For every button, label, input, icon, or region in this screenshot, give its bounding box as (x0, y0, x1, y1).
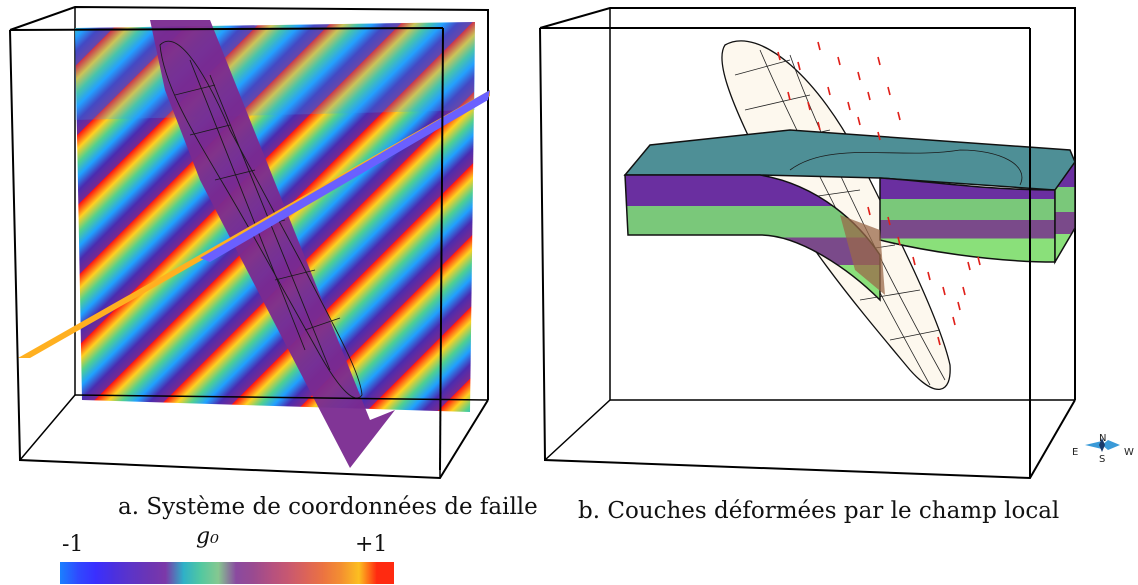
colorbar-swatch (288, 562, 307, 584)
compass-south: S (1099, 454, 1105, 465)
compass-north: N (1099, 433, 1106, 444)
colorbar-swatch (183, 562, 202, 584)
colorbar-swatch (218, 562, 237, 584)
colorbar (60, 562, 394, 584)
colorbar-swatch (358, 562, 377, 584)
colorbar-swatch (341, 562, 360, 584)
colorbar-swatch (130, 562, 149, 584)
colorbar-swatch (235, 562, 254, 584)
colorbar-swatch (200, 562, 219, 584)
displacement-arrows (777, 41, 981, 346)
caption-b: b. Couches déformées par le champ local (578, 498, 1060, 524)
deformed-layers-block (623, 129, 1076, 302)
panel-b: E N S W (539, 7, 1134, 480)
compass-rose-icon: E N S W (1072, 433, 1134, 465)
colorbar-swatch (147, 562, 166, 584)
colorbar-swatch (95, 562, 114, 584)
colorbar-swatch (376, 562, 394, 584)
colorbar-swatch (253, 562, 272, 584)
colorbar-max-label: +1 (355, 532, 388, 557)
colorbar-swatch (306, 562, 325, 584)
colorbar-min-label: -1 (62, 532, 84, 557)
compass-west: W (1124, 447, 1134, 458)
colorbar-swatch (77, 562, 96, 584)
fault-plane (150, 20, 395, 468)
colorbar-swatch (165, 562, 184, 584)
diagonal-sheet (18, 90, 490, 358)
compass-east: E (1072, 447, 1078, 458)
panel-a (9, 5, 490, 480)
colorbar-swatch (60, 562, 79, 584)
colorbar-swatch (270, 562, 290, 584)
colorbar-swatch (112, 562, 131, 584)
colorbar-swatch (323, 562, 342, 584)
caption-a: a. Système de coordonnées de faille (118, 494, 538, 520)
colorbar-title: g₀ (196, 524, 219, 549)
